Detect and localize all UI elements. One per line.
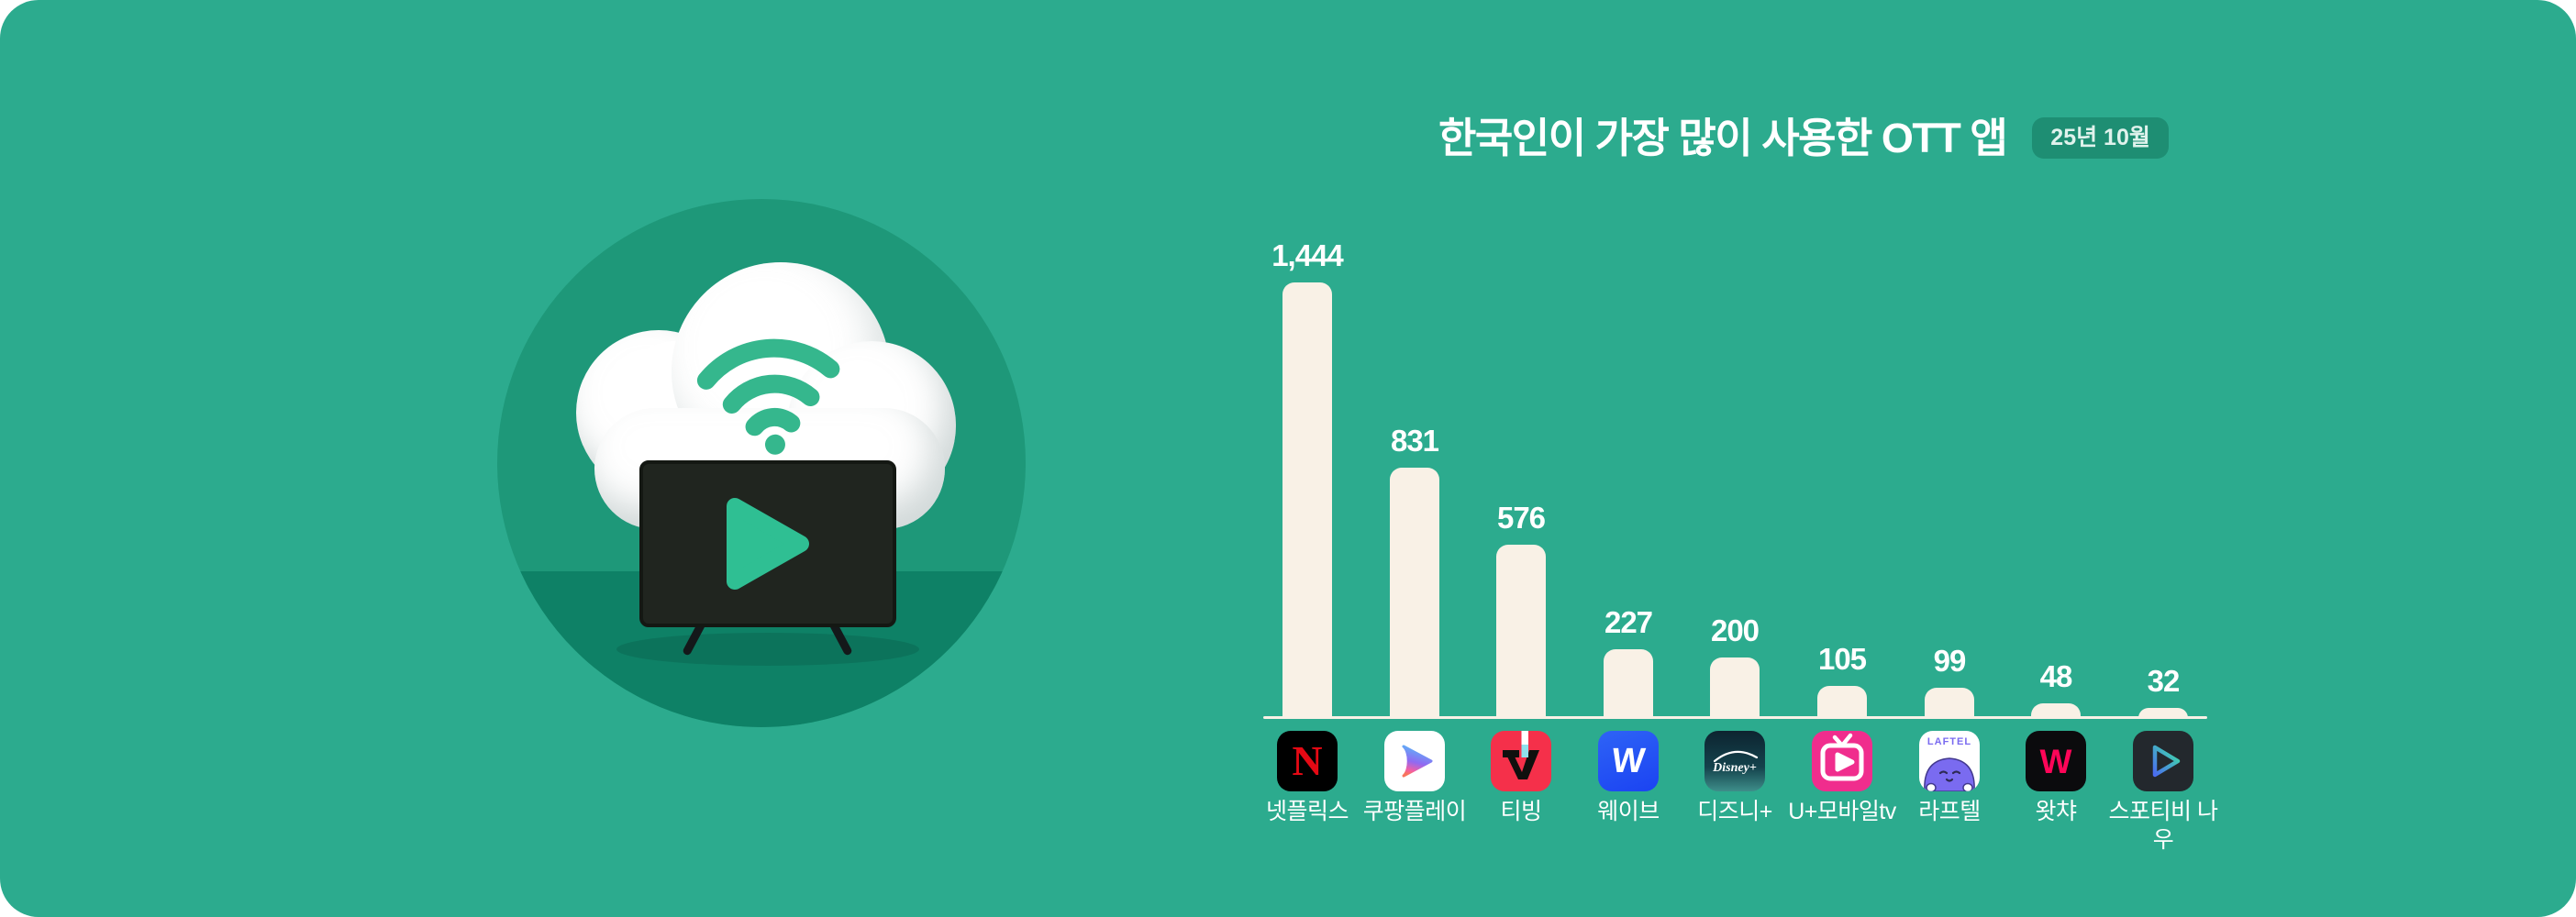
bar-group-tving: 576 티빙 [1468, 0, 1574, 917]
disney-wordmark: Disney+ [1713, 761, 1757, 775]
wavve-icon: W [1598, 731, 1659, 791]
laftel-wordmark: LAFTEL [1926, 736, 1972, 747]
wavve-letter: W [1609, 742, 1648, 780]
bar-group-disney-plus: 200 Disney+ 디즈니+ [1682, 0, 1788, 917]
bar-watcha [2031, 703, 2081, 718]
u-plus-mobile-tv-icon [1812, 731, 1872, 791]
app-label: 디즈니+ [1697, 799, 1772, 824]
bar-disney-plus [1710, 657, 1760, 718]
tv-icon [639, 460, 896, 627]
app-label: 라프텔 [1918, 799, 1981, 824]
spotv-now-icon [2133, 731, 2193, 791]
bar-value-label: 48 [2039, 659, 2073, 693]
bar-wavve [1604, 649, 1653, 718]
bar-laftel [1925, 688, 1974, 718]
app-label: U+모바일tv [1788, 799, 1896, 824]
bar-group-netflix: 1,444 N 넷플릭스 [1254, 0, 1360, 917]
app-label: 웨이브 [1597, 799, 1660, 824]
page-title: 한국인이 가장 많이 사용한 OTT 앱 [1438, 115, 2008, 161]
bar-group-watcha: 48 W 왓챠 [2003, 0, 2109, 917]
bar-coupang-play [1390, 468, 1439, 718]
bar-group-u-plus-mobile-tv: 105 U+모바일tv [1788, 0, 1896, 917]
bar-value-label: 831 [1390, 424, 1439, 458]
wifi-icon [696, 338, 840, 455]
watcha-letter: W [2039, 742, 2072, 780]
bar-u-plus-mobile-tv [1817, 686, 1867, 718]
bar-value-label: 32 [2147, 664, 2181, 698]
app-label: 티빙 [1500, 799, 1542, 824]
bar-spotv-now [2138, 708, 2188, 718]
bar-value-label: 200 [1710, 613, 1760, 647]
app-label: 넷플릭스 [1265, 799, 1349, 824]
bar-group-coupang-play: 831 쿠팡플레이 [1361, 0, 1468, 917]
play-icon [727, 498, 809, 590]
coupang-play-icon [1384, 731, 1445, 791]
netflix-icon: N [1277, 731, 1338, 791]
bar-value-label: 227 [1604, 605, 1653, 639]
app-label: 스포티비 나우 [2108, 799, 2218, 854]
bar-value-label: 99 [1933, 644, 1967, 678]
app-label: 왓챠 [2035, 799, 2077, 824]
bar-value-label: 576 [1496, 501, 1546, 535]
netflix-letter: N [1292, 737, 1323, 784]
tv-shadow [616, 633, 919, 666]
bar-group-wavve: 227 W 웨이브 [1575, 0, 1682, 917]
bar-value-label: 105 [1817, 642, 1867, 676]
chart-header: 한국인이 가장 많이 사용한 OTT 앱 25년 10월 [1438, 117, 2169, 159]
disney-plus-icon: Disney+ [1704, 731, 1765, 791]
bar-value-label: 1,444 [1271, 238, 1344, 272]
bar-group-laftel: 99 LAFTEL 라프텔 [1896, 0, 2003, 917]
period-badge: 25년 10월 [2032, 117, 2169, 159]
laftel-icon: LAFTEL [1919, 731, 1980, 791]
bar-netflix [1282, 282, 1332, 718]
bar-tving [1496, 545, 1546, 718]
tving-icon [1491, 731, 1551, 791]
app-label: 쿠팡플레이 [1362, 799, 1467, 824]
watcha-icon: W [2026, 731, 2086, 791]
bar-group-spotv-now: 32 스포티비 나우 [2109, 0, 2218, 917]
